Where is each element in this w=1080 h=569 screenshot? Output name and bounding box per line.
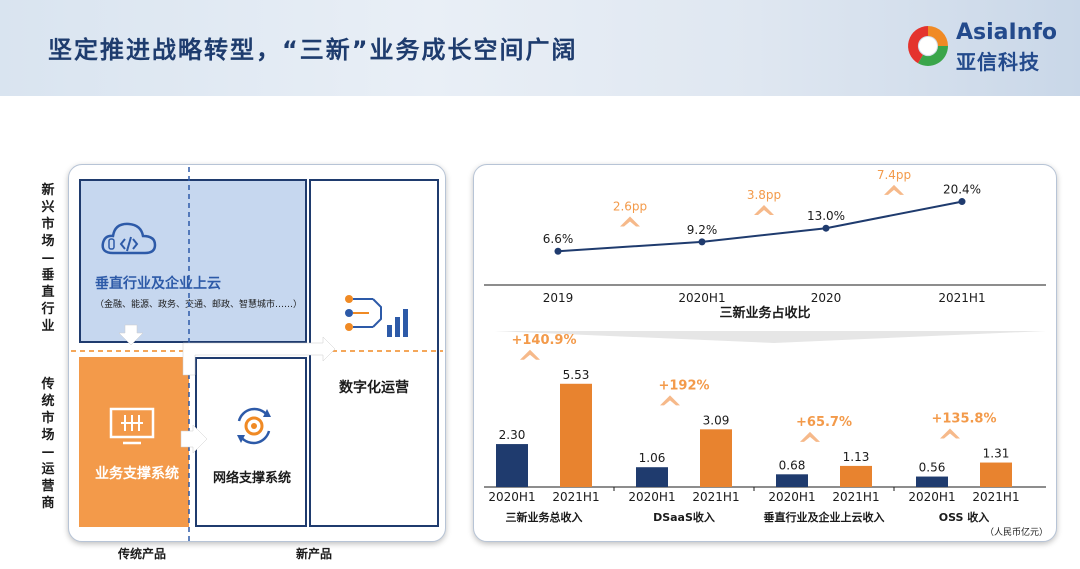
line-data-label: 13.0% (807, 209, 845, 223)
growth-chevron-icon (800, 431, 820, 442)
line-chart-title: 三新业务占收比 (719, 305, 810, 321)
bar-group-label: DSaaS收入 (653, 510, 715, 524)
bar-value-label: 3.09 (703, 413, 730, 427)
digital-ops-title: 数字化运营 (339, 380, 409, 396)
col-label-traditional: 传统产品 (118, 547, 167, 561)
bar-x-tick-label: 2020H1 (628, 490, 675, 504)
bar-2020H1 (916, 476, 948, 487)
bar-x-tick-label: 2020H1 (488, 490, 535, 504)
bar-value-label: 1.06 (639, 451, 666, 465)
line-data-label: 6.6% (543, 232, 574, 246)
bar-2020H1 (496, 444, 528, 487)
bss-box: 业务支撑系统 (79, 357, 189, 527)
bar-group-label: 三新业务总收入 (506, 510, 583, 524)
growth-chevron-icon (520, 349, 540, 360)
bar-x-tick-label: 2021H1 (972, 490, 1019, 504)
line-data-label: 9.2% (687, 223, 718, 237)
unit-note: （人民币亿元） (985, 526, 1048, 538)
growth-chevron-icon (754, 205, 774, 216)
gear-cycle-icon (237, 407, 271, 445)
line-x-tick-label: 2020 (811, 291, 842, 305)
chart-divider-shadow (494, 331, 1046, 343)
bar-value-label: 0.56 (919, 461, 946, 475)
line-growth-annotation: 3.8pp (747, 188, 781, 202)
bar-value-label: 1.31 (983, 447, 1010, 461)
oss-title: 网络支撑系统 (213, 471, 292, 486)
bar-2020H1 (636, 467, 668, 487)
bar-growth-label: +135.8% (931, 412, 996, 427)
logo-text-en: AsiaInfo (956, 20, 1058, 45)
row-label-emerging: 新兴市场—垂直行业 (41, 183, 55, 334)
bar-2021H1 (840, 465, 872, 487)
circuit-chart-icon (345, 295, 408, 337)
line-growth-annotation: 2.6pp (613, 200, 647, 214)
bar-x-tick-label: 2021H1 (552, 490, 599, 504)
row-label-traditional: 传统市场—运营商 (41, 377, 55, 511)
growth-chevron-icon (620, 216, 640, 227)
bar-2020H1 (776, 474, 808, 487)
bar-x-tick-label: 2021H1 (832, 490, 879, 504)
line-growth-annotation: 7.4pp (877, 168, 911, 182)
matrix-dividers (71, 167, 443, 541)
growth-chevron-icon (884, 184, 904, 195)
product-market-matrix: 垂直行业及企业上云 （金融、能源、政务、交通、邮政、智慧城市……） 数字化运营 (68, 164, 446, 542)
bss-title: 业务支撑系统 (95, 466, 179, 482)
page-title: 坚定推进战略转型，“三新”业务成长空间广阔 (48, 36, 578, 64)
bar-2021H1 (560, 383, 592, 487)
bar-growth-label: +140.9% (511, 333, 576, 348)
line-point-2019 (554, 247, 562, 255)
line-x-tick-label: 2021H1 (938, 291, 985, 305)
chart-panel: 三新业务占收比 （人民币亿元） 6.6% 2019 9.2% 2020H1 13.0% 2… (473, 164, 1057, 542)
bar-x-tick-label: 2021H1 (692, 490, 739, 504)
bar-growth-label: +65.7% (796, 415, 852, 430)
monitor-icon (109, 407, 155, 445)
bar-2021H1 (700, 429, 732, 487)
line-x-tick-label: 2019 (543, 291, 574, 305)
cloud-code-icon (101, 222, 157, 255)
bar-group-label: 垂直行业及企业上云收入 (764, 510, 885, 524)
header-banner: 坚定推进战略转型，“三新”业务成长空间广阔 AsiaInfo 亚信科技 (0, 0, 1080, 96)
line-point-2021H1 (958, 198, 966, 206)
bar-growth-label: +192% (658, 378, 709, 393)
line-series (557, 200, 963, 253)
asiainfo-logo-icon (908, 26, 948, 66)
oss-box: 网络支撑系统 (195, 357, 307, 527)
bar-value-label: 2.30 (499, 428, 526, 442)
bar-value-label: 1.13 (843, 450, 870, 464)
line-data-label: 20.4% (943, 183, 981, 197)
cloud-subtitle: （金融、能源、政务、交通、邮政、智慧城市……） (95, 300, 303, 310)
company-logo: AsiaInfo 亚信科技 (904, 18, 1064, 78)
chart-svg: 三新业务占收比 （人民币亿元） 6.6% 2019 9.2% 2020H1 13.0% 2… (484, 168, 1048, 538)
line-point-2020H1 (698, 238, 706, 246)
bar-value-label: 5.53 (563, 368, 590, 382)
line-x-tick-label: 2020H1 (678, 291, 725, 305)
bar-x-tick-label: 2020H1 (908, 490, 955, 504)
growth-chevron-icon (940, 428, 960, 439)
bar-2021H1 (980, 462, 1012, 487)
logo-text-cn: 亚信科技 (956, 50, 1040, 74)
line-point-2020 (822, 224, 830, 232)
growth-chevron-icon (660, 395, 680, 406)
bar-x-tick-label: 2020H1 (768, 490, 815, 504)
bar-value-label: 0.68 (779, 458, 806, 472)
bar-group-label: OSS 收入 (939, 510, 990, 524)
col-label-new: 新产品 (296, 547, 333, 561)
